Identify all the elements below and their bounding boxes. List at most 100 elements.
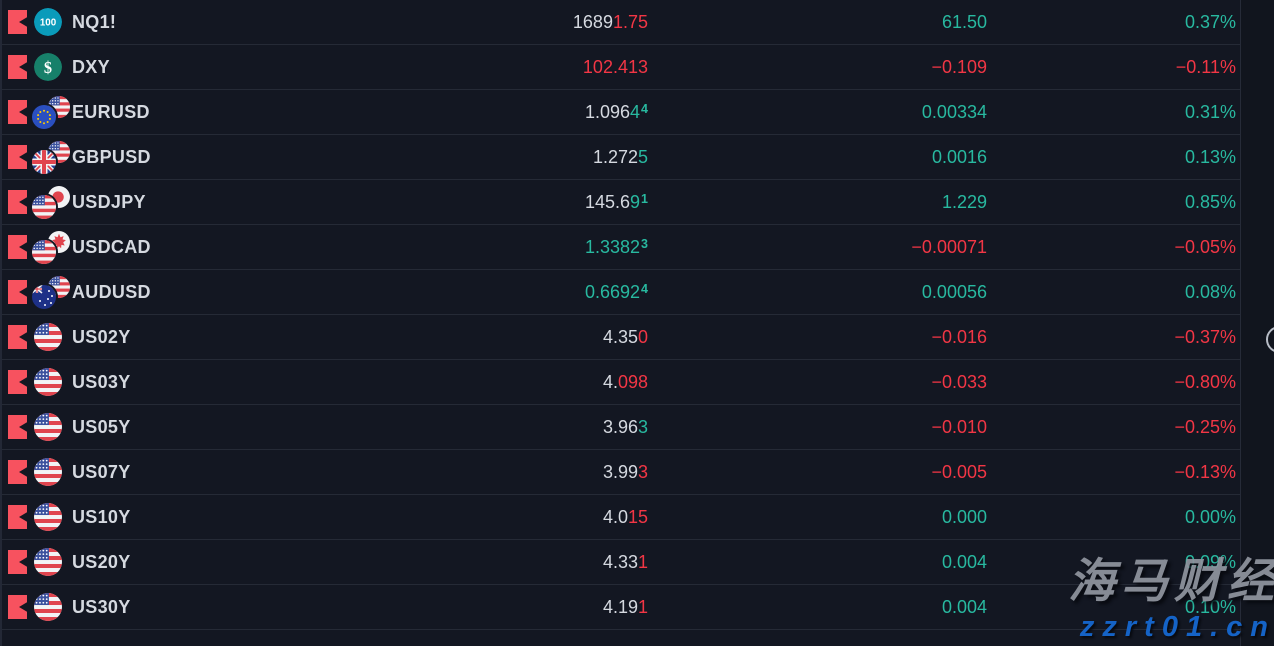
symbol-label[interactable]: GBPUSD — [72, 147, 151, 167]
watchlist-row[interactable]: 100 NQ1! 16891.75 61.50 0.37% — [2, 0, 1240, 45]
change-percent: −0.80% — [1174, 372, 1236, 392]
price-segment: 098 — [617, 372, 648, 392]
change-percent: 0.13% — [1184, 147, 1236, 167]
symbol-label[interactable]: USDCAD — [72, 237, 151, 257]
panel-left-edge — [0, 0, 2, 646]
change-value: 0.004 — [941, 597, 987, 617]
watchlist-row[interactable]: USDJPY 145.691 1.229 0.85% — [2, 180, 1240, 225]
symbol-label[interactable]: US20Y — [72, 552, 131, 572]
symbol-label[interactable]: AUDUSD — [72, 282, 151, 302]
flagged-bookmark-icon[interactable] — [8, 280, 27, 304]
price-segment: 1.75 — [612, 12, 648, 32]
symbol-logo: $ — [32, 50, 76, 84]
change-value: 0.0016 — [931, 147, 987, 167]
flagged-bookmark-icon[interactable] — [8, 55, 27, 79]
symbol-label[interactable]: US10Y — [72, 507, 131, 527]
flagged-bookmark-icon[interactable] — [8, 190, 27, 214]
symbol-label[interactable]: EURUSD — [72, 102, 150, 122]
watchlist-row[interactable]: GBPUSD 1.2725 0.0016 0.13% — [2, 135, 1240, 180]
price-segment: 3 — [637, 417, 648, 437]
last-price: 3.963 — [603, 405, 648, 450]
svg-text:100: 100 — [40, 18, 57, 29]
price-segment: 3 — [637, 462, 648, 482]
watchlist-row[interactable]: US07Y 3.993 −0.005 −0.13% — [2, 450, 1240, 495]
symbol-label[interactable]: US05Y — [72, 417, 131, 437]
price-segment: 1 — [637, 552, 648, 572]
price-fraction-digit: 3 — [641, 237, 648, 251]
flagged-bookmark-icon[interactable] — [8, 415, 27, 439]
price-segment: 145.6 — [584, 192, 631, 212]
price-segment: 0.6692 — [584, 282, 641, 302]
us-flag-icon — [34, 458, 62, 486]
last-price: 4.098 — [603, 360, 648, 405]
us-flag-icon — [34, 593, 62, 621]
price-segment: 1.272 — [592, 147, 638, 167]
watchlist-row[interactable]: AUDUSD 0.66924 0.00056 0.08% — [2, 270, 1240, 315]
price-segment: 4. — [602, 372, 618, 392]
flagged-bookmark-icon[interactable] — [8, 595, 27, 619]
flagged-bookmark-icon[interactable] — [8, 325, 27, 349]
flagged-bookmark-icon[interactable] — [8, 235, 27, 259]
change-percent: −0.05% — [1174, 237, 1236, 257]
price-segment: 4.0 — [602, 507, 628, 527]
symbol-label[interactable]: US03Y — [72, 372, 131, 392]
watchlist-row[interactable]: USDCAD 1.33823 −0.00071 −0.05% — [2, 225, 1240, 270]
flagged-bookmark-icon[interactable] — [8, 550, 27, 574]
us-flag-icon — [34, 413, 62, 441]
change-value: 1.229 — [941, 192, 987, 212]
price-segment: 0 — [637, 327, 648, 347]
change-percent: 0.37% — [1184, 12, 1236, 32]
watchlist-row[interactable]: US05Y 3.963 −0.010 −0.25% — [2, 405, 1240, 450]
symbol-label[interactable]: US07Y — [72, 462, 131, 482]
flagged-bookmark-icon[interactable] — [8, 100, 27, 124]
symbol-label[interactable]: NQ1! — [72, 12, 117, 32]
watchlist-row[interactable]: EURUSD 1.09644 0.00334 0.31% — [2, 90, 1240, 135]
us-flag-icon — [34, 548, 62, 576]
dollar-index-icon: $ — [34, 53, 62, 81]
watchlist-row[interactable]: US20Y 4.331 0.004 0.09% — [2, 540, 1240, 585]
symbol-label[interactable]: US30Y — [72, 597, 131, 617]
change-value: 0.00056 — [921, 282, 987, 302]
change-value: 0.004 — [941, 552, 987, 572]
watchlist-row[interactable]: US30Y 4.191 0.004 0.10% — [2, 585, 1240, 630]
price-fraction-digit: 4 — [641, 282, 648, 296]
change-percent: 0.10% — [1184, 597, 1236, 617]
price-segment: 102.413 — [582, 57, 648, 77]
symbol-label[interactable]: DXY — [72, 57, 110, 77]
flagged-bookmark-icon[interactable] — [8, 10, 27, 34]
change-value: 61.50 — [941, 12, 987, 32]
flagged-bookmark-icon[interactable] — [8, 370, 27, 394]
symbol-logo — [32, 410, 76, 444]
last-price: 16891.75 — [573, 0, 648, 45]
svg-text:$: $ — [44, 58, 52, 77]
change-percent: 0.00% — [1184, 507, 1236, 527]
symbol-label[interactable]: US02Y — [72, 327, 131, 347]
change-value: 0.00334 — [921, 102, 987, 122]
us-flag-icon — [34, 323, 62, 351]
last-price: 1.09644 — [585, 90, 648, 135]
watchlist-row[interactable]: US02Y 4.350 −0.016 −0.37% — [2, 315, 1240, 360]
flagged-bookmark-icon[interactable] — [8, 460, 27, 484]
price-segment: 5 — [637, 147, 648, 167]
watchlist-row[interactable]: US10Y 4.015 0.000 0.00% — [2, 495, 1240, 540]
watchlist-row[interactable]: $ DXY 102.413 −0.109 −0.11% — [2, 45, 1240, 90]
watchlist-row[interactable]: US03Y 4.098 −0.033 −0.80% — [2, 360, 1240, 405]
us-flag-icon — [32, 195, 56, 219]
change-value: −0.00071 — [911, 237, 987, 257]
flagged-bookmark-icon[interactable] — [8, 505, 27, 529]
price-segment: 3.96 — [602, 417, 638, 437]
price-fraction-digit: 4 — [641, 102, 648, 116]
change-value: −0.010 — [931, 417, 987, 437]
last-price: 3.993 — [603, 450, 648, 495]
price-segment: 1 — [637, 597, 648, 617]
symbol-logo — [32, 500, 76, 534]
us-flag-icon — [34, 503, 62, 531]
last-price: 102.413 — [583, 45, 648, 90]
au-flag-icon — [32, 285, 56, 309]
symbol-logo — [32, 275, 76, 309]
eu-flag-icon — [32, 105, 56, 129]
symbol-label[interactable]: USDJPY — [72, 192, 146, 212]
change-percent: −0.11% — [1175, 57, 1236, 77]
flagged-bookmark-icon[interactable] — [8, 145, 27, 169]
